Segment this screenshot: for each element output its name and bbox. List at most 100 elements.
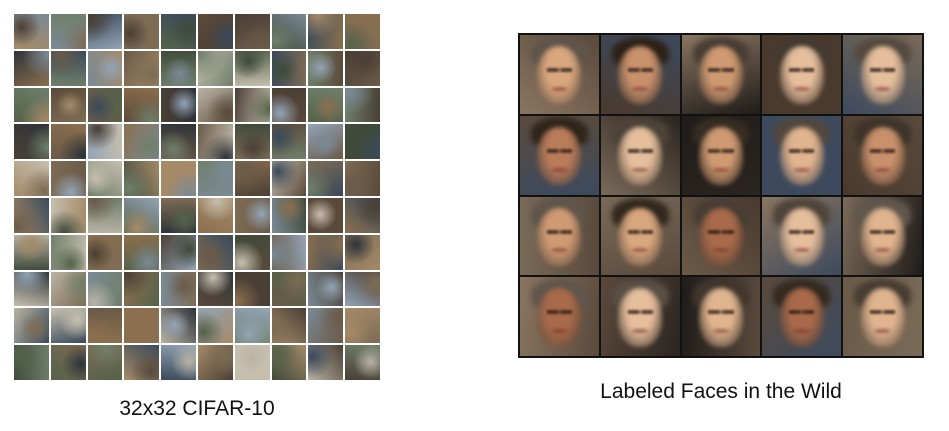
- face-skin: [537, 288, 582, 347]
- cifar10-sample-tile: [124, 161, 160, 196]
- face-eyes: [789, 229, 815, 234]
- cifar10-sample-tile: [345, 271, 380, 307]
- cifar10-sample-tile: [161, 234, 196, 270]
- face-eyes: [789, 310, 815, 315]
- cifar10-sample-tile: [271, 124, 307, 160]
- cifar10-sample-tile: [124, 345, 160, 380]
- lfw-face-tile: [843, 277, 922, 356]
- cifar10-sample-tile: [14, 197, 49, 233]
- cifar10-sample-tile: [271, 345, 307, 380]
- cifar10-sample-tile: [50, 234, 86, 270]
- cifar10-sample-tile: [161, 161, 196, 196]
- cifar10-sample-tile: [308, 14, 344, 49]
- cifar10-sample-tile: [124, 308, 160, 344]
- cifar10-sample-tile: [197, 271, 233, 307]
- cifar10-sample-tile: [197, 197, 233, 233]
- cifar10-sample-tile: [87, 124, 123, 160]
- cifar10-caption: 32x32 CIFAR-10: [119, 397, 275, 420]
- face-mouth: [551, 248, 568, 253]
- face-skin: [860, 46, 905, 105]
- face-eyes: [627, 68, 653, 72]
- face-eyes: [546, 148, 572, 153]
- cifar10-sample-tile: [14, 161, 49, 196]
- cifar10-sample-tile: [50, 345, 86, 380]
- cifar10-sample-tile: [50, 161, 86, 196]
- face-eyes: [708, 148, 734, 153]
- cifar10-sample-tile: [87, 161, 123, 196]
- cifar10-sample-tile: [87, 14, 123, 49]
- face-skin: [618, 288, 663, 347]
- face-skin: [779, 46, 824, 105]
- cifar10-sample-tile: [234, 271, 270, 307]
- cifar10-sample-tile: [271, 271, 307, 307]
- lfw-sample-grid: [518, 33, 924, 358]
- cifar10-sample-tile: [234, 345, 270, 380]
- face-eyes: [627, 148, 653, 153]
- face-skin: [618, 207, 663, 266]
- cifar10-sample-tile: [124, 124, 160, 160]
- cifar10-sample-tile: [161, 124, 196, 160]
- face-skin: [618, 126, 663, 186]
- face-skin: [779, 207, 824, 266]
- cifar10-sample-tile: [87, 87, 123, 123]
- cifar10-sample-tile: [197, 14, 233, 49]
- face-mouth: [551, 329, 568, 334]
- lfw-face-tile: [520, 115, 599, 195]
- cifar10-sample-tile: [197, 308, 233, 344]
- cifar10-sample-tile: [50, 50, 86, 86]
- face-skin: [860, 207, 905, 266]
- face-eyes: [708, 229, 734, 234]
- lfw-face-tile: [762, 277, 842, 356]
- face-eyes: [789, 148, 815, 153]
- cifar10-sample-tile: [234, 14, 270, 49]
- cifar10-sample-grid: [14, 14, 380, 380]
- lfw-face-tile: [600, 277, 680, 356]
- cifar10-sample-tile: [345, 345, 380, 380]
- face-mouth: [874, 167, 891, 172]
- cifar10-sample-tile: [161, 87, 196, 123]
- lfw-face-tile: [843, 35, 922, 114]
- lfw-face-tile: [762, 35, 842, 114]
- face-mouth: [632, 86, 649, 91]
- cifar10-sample-tile: [197, 345, 233, 380]
- face-eyes: [546, 310, 572, 315]
- cifar10-sample-tile: [234, 197, 270, 233]
- cifar10-sample-tile: [87, 271, 123, 307]
- face-skin: [698, 288, 744, 347]
- cifar10-sample-tile: [50, 197, 86, 233]
- cifar10-sample-tile: [234, 87, 270, 123]
- face-skin: [860, 126, 905, 186]
- face-skin: [698, 207, 744, 266]
- face-mouth: [874, 86, 891, 91]
- face-mouth: [793, 248, 810, 253]
- face-mouth: [713, 167, 729, 172]
- cifar10-sample-tile: [50, 308, 86, 344]
- face-eyes: [789, 68, 815, 72]
- cifar10-sample-tile: [271, 197, 307, 233]
- cifar10-sample-tile: [87, 308, 123, 344]
- lfw-face-tile: [520, 277, 599, 356]
- face-skin: [618, 46, 663, 105]
- cifar10-sample-tile: [14, 308, 49, 344]
- cifar10-sample-tile: [271, 161, 307, 196]
- lfw-face-tile: [681, 115, 761, 195]
- face-skin: [698, 46, 744, 105]
- cifar10-sample-tile: [87, 50, 123, 86]
- lfw-face-tile: [843, 196, 922, 276]
- cifar10-sample-tile: [14, 14, 49, 49]
- cifar10-sample-tile: [124, 50, 160, 86]
- cifar10-sample-tile: [197, 50, 233, 86]
- cifar10-sample-tile: [197, 87, 233, 123]
- cifar10-sample-tile: [197, 124, 233, 160]
- face-mouth: [874, 329, 891, 334]
- cifar10-sample-tile: [345, 14, 380, 49]
- face-skin: [860, 288, 905, 347]
- lfw-caption: Labeled Faces in the Wild: [600, 380, 842, 403]
- face-eyes: [869, 310, 896, 315]
- cifar10-sample-tile: [271, 87, 307, 123]
- cifar10-sample-tile: [271, 308, 307, 344]
- cifar10-sample-tile: [87, 234, 123, 270]
- cifar10-sample-tile: [161, 271, 196, 307]
- lfw-face-tile: [681, 35, 761, 114]
- cifar10-sample-tile: [124, 87, 160, 123]
